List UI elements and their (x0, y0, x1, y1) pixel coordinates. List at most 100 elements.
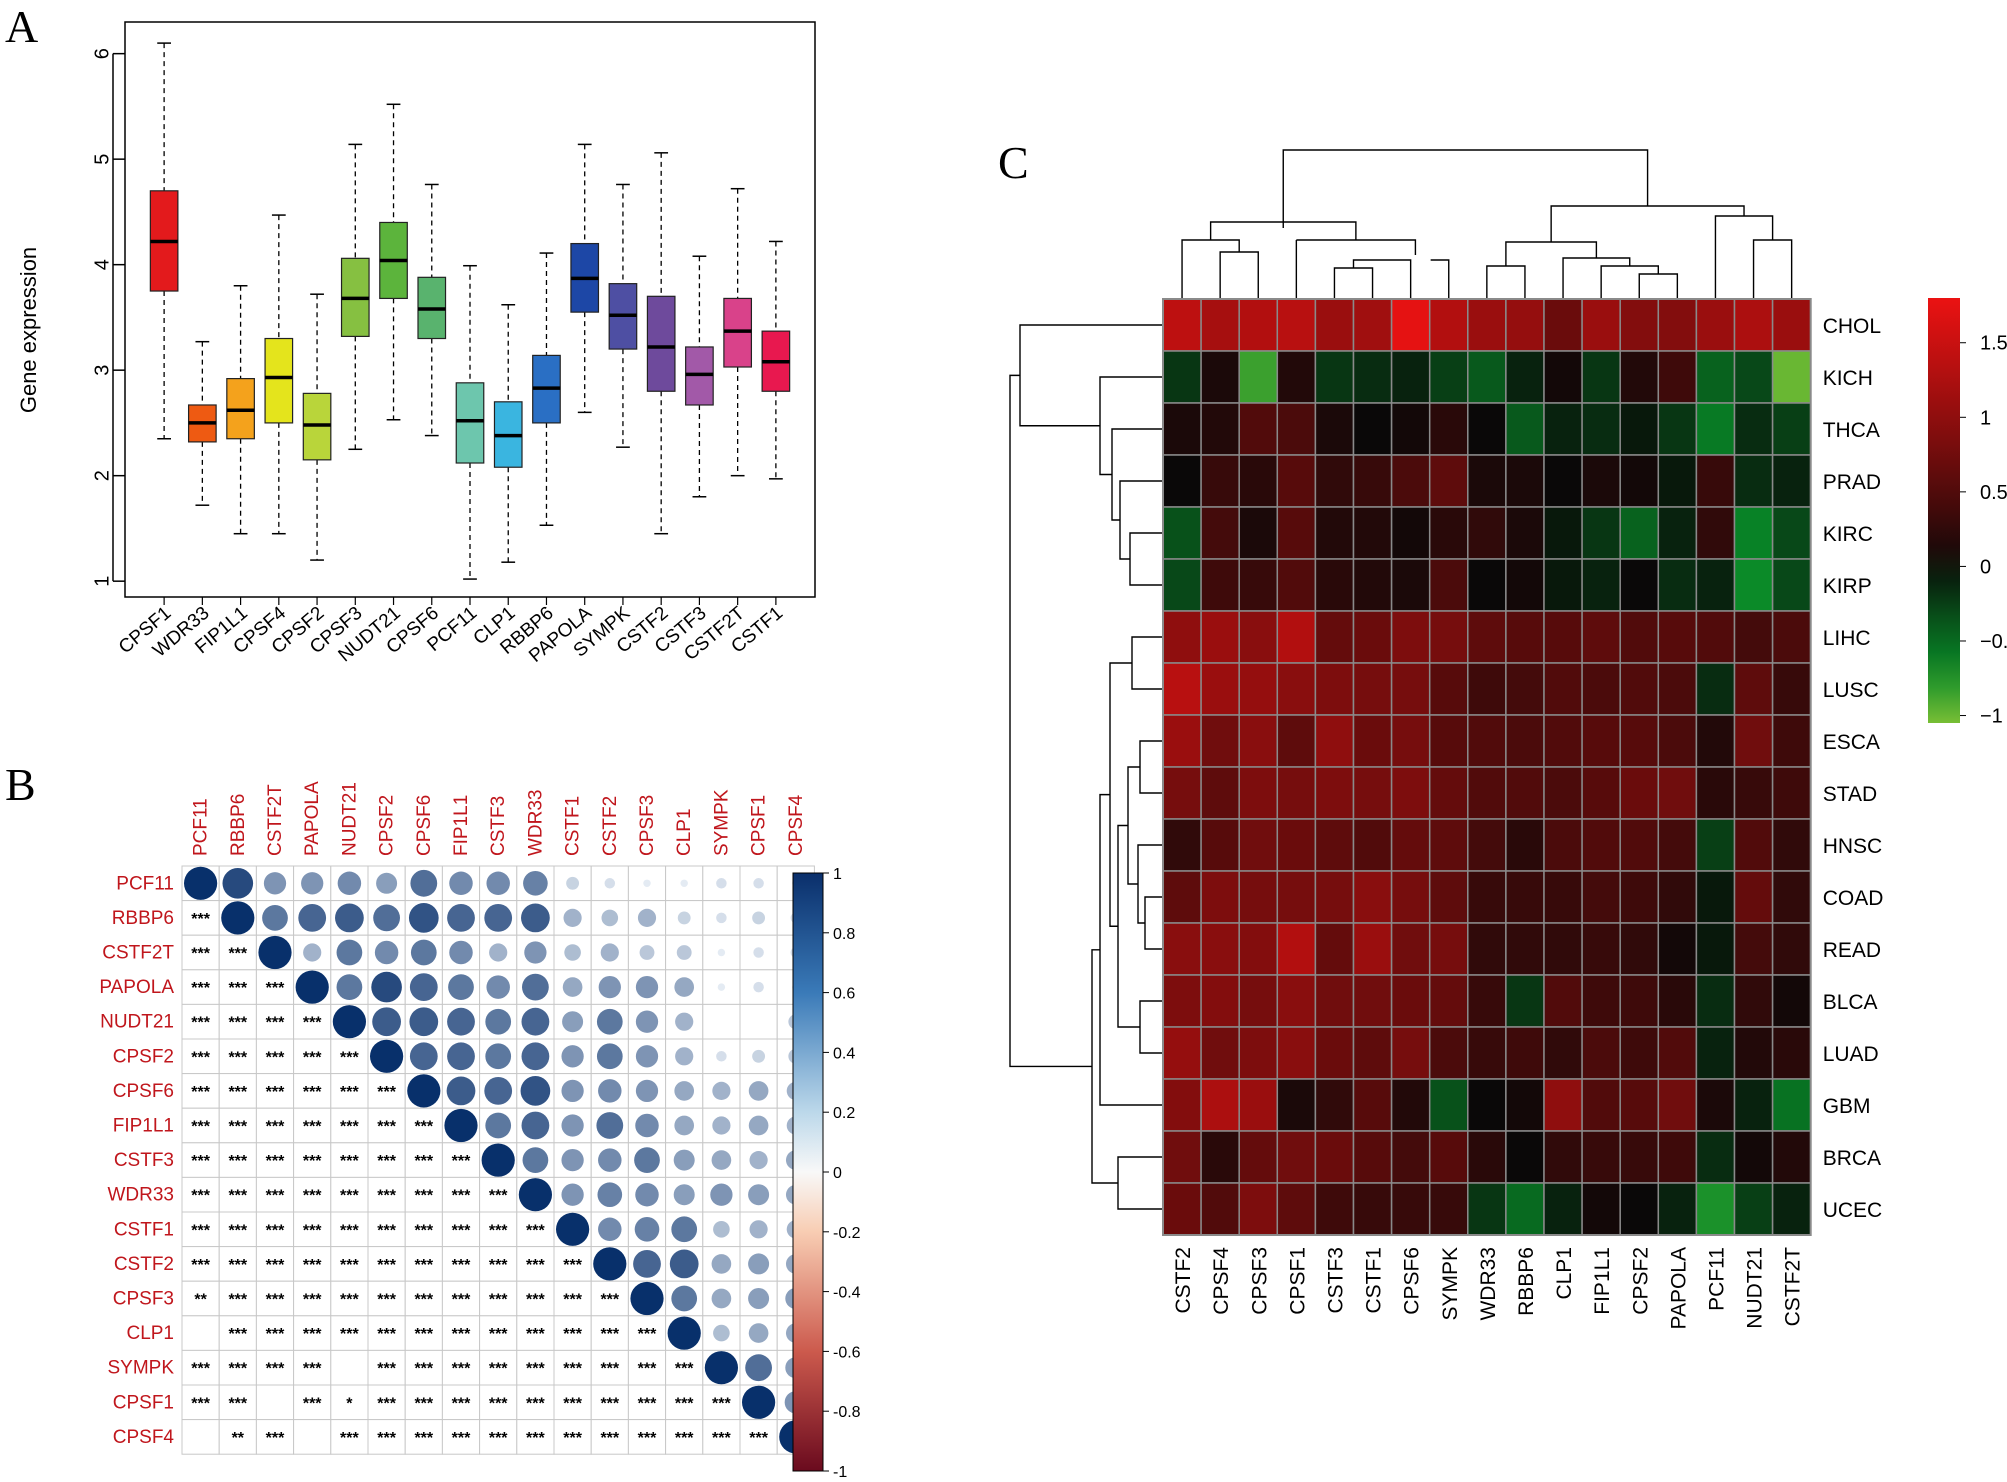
corr-circle (712, 1116, 731, 1135)
corr-circle (521, 1042, 550, 1071)
panel-label-b: B (5, 759, 36, 810)
heatmap-cell (1505, 922, 1545, 976)
corr-cell (516, 1384, 555, 1421)
corr-circle (753, 947, 764, 958)
corr-cell (255, 1073, 295, 1109)
heatmap-cell (1467, 1026, 1507, 1080)
corr-circle (449, 871, 473, 896)
heatmap-cell (1581, 818, 1621, 872)
heatmap-cell (1695, 766, 1736, 820)
heatmap-cell (1505, 1026, 1545, 1080)
corr-circle (409, 1007, 439, 1037)
corr-circle (604, 878, 616, 889)
corr-circle (561, 1148, 584, 1172)
corr-cell (255, 1246, 295, 1282)
heatmap-cell (1390, 1182, 1431, 1236)
heatmap-cell (1200, 1026, 1240, 1080)
corr-significance: *** (489, 1188, 508, 1205)
heatmap-cell (1733, 506, 1774, 560)
corr-cell (367, 1384, 406, 1421)
heatmap-cell (1733, 974, 1774, 1028)
heatmap-col-cstf3: CSTF3 (1324, 1247, 1347, 1314)
heatmap-row-stad: STAD (1823, 783, 1877, 806)
corr-significance: *** (712, 1430, 731, 1447)
heatmap-cell (1390, 1078, 1431, 1132)
corr-significance: *** (303, 1326, 322, 1343)
corr-circle (639, 945, 655, 960)
corr-significance: *** (228, 1119, 247, 1136)
heatmap-cell (1352, 818, 1393, 872)
heatmap-cell (1200, 298, 1240, 352)
corr-significance: *** (191, 946, 210, 963)
corr-circle (489, 943, 508, 962)
corr-cell (739, 1003, 778, 1040)
corr-cell (516, 1419, 555, 1455)
heatmap-cell (1733, 1026, 1774, 1080)
heatmap-cell (1390, 454, 1431, 508)
heatmap-cell (1352, 662, 1393, 716)
corr-significance: *** (452, 1257, 471, 1274)
heatmap-col-sympk: SYMPK (1439, 1247, 1462, 1321)
heatmap-cell (1695, 662, 1736, 716)
heatmap-cell (1619, 506, 1660, 560)
corr-significance: *** (228, 946, 247, 963)
corr-significance: *** (452, 1395, 471, 1412)
corr-significance: *** (303, 1153, 322, 1170)
heatmap-cell (1467, 506, 1507, 560)
col-label-nudt21: NUDT21 (339, 782, 360, 856)
heatmap-cell (1543, 1078, 1583, 1132)
heatmap-col-nudt21: NUDT21 (1744, 1247, 1767, 1329)
col-label-cstf1: CSTF1 (563, 796, 584, 856)
heatmap-cell (1695, 1078, 1736, 1132)
colorbar-tick-label: 0.2 (833, 1105, 855, 1122)
heatmap-cell (1352, 402, 1393, 456)
corr-cell (255, 1038, 295, 1075)
corr-cell (441, 1211, 481, 1248)
corr-significance: *** (489, 1395, 508, 1412)
corr-circle (704, 1351, 739, 1385)
corr-cell (218, 1038, 257, 1075)
heatmap-cell (1467, 402, 1507, 456)
heatmap-cell (1390, 506, 1431, 560)
corr-cell (330, 1384, 369, 1421)
corr-significance: *** (340, 1188, 359, 1205)
heatmap-cell (1543, 350, 1583, 404)
corr-significance: *** (303, 1049, 322, 1066)
heatmap-cell (1695, 974, 1736, 1028)
col-label-papola: PAPOLA (302, 781, 323, 856)
heatmap-cell (1200, 714, 1240, 768)
heatmap-cell (1162, 1078, 1202, 1132)
corr-significance: *** (228, 1188, 247, 1205)
heatmap-cell (1162, 1182, 1202, 1236)
heatmap-cell (1352, 454, 1393, 508)
corr-significance: *** (377, 1119, 396, 1136)
heat-colorbar-tick-label: 0.5 (1980, 482, 2007, 504)
heatmap-cell (1619, 714, 1660, 768)
correlation-panel: *** *** *** *** *** *** *** *** *** *** *** *** *** *… (99, 781, 860, 1481)
heatmap-cell (1771, 1078, 1812, 1132)
heatmap-cell (1771, 662, 1812, 716)
corr-cell (218, 1384, 257, 1421)
heatmap-cell (1238, 662, 1279, 716)
corr-circle (748, 1287, 770, 1310)
corr-circle (673, 1184, 695, 1206)
box-iqr (646, 295, 676, 392)
corr-circle (298, 904, 327, 932)
heatmap-row-blca: BLCA (1823, 991, 1878, 1014)
heatmap-cell (1314, 1182, 1355, 1236)
corr-circle (484, 904, 513, 932)
colorbar-tick-label: 0 (833, 1165, 842, 1182)
corr-significance: *** (266, 1015, 285, 1032)
corr-circle (671, 1216, 698, 1243)
heatmap-cell (1428, 350, 1469, 404)
heatmap-cell (1238, 1026, 1279, 1080)
heatmap-cell (1543, 922, 1583, 976)
heatmap-cell (1428, 714, 1469, 768)
corr-circle (596, 1043, 623, 1070)
corr-cell (330, 1073, 369, 1109)
corr-significance: *** (526, 1395, 545, 1412)
corr-circle (717, 983, 726, 991)
heatmap-cell (1352, 1078, 1393, 1132)
heatmap-cell (1162, 662, 1202, 716)
corr-circle (523, 870, 548, 896)
